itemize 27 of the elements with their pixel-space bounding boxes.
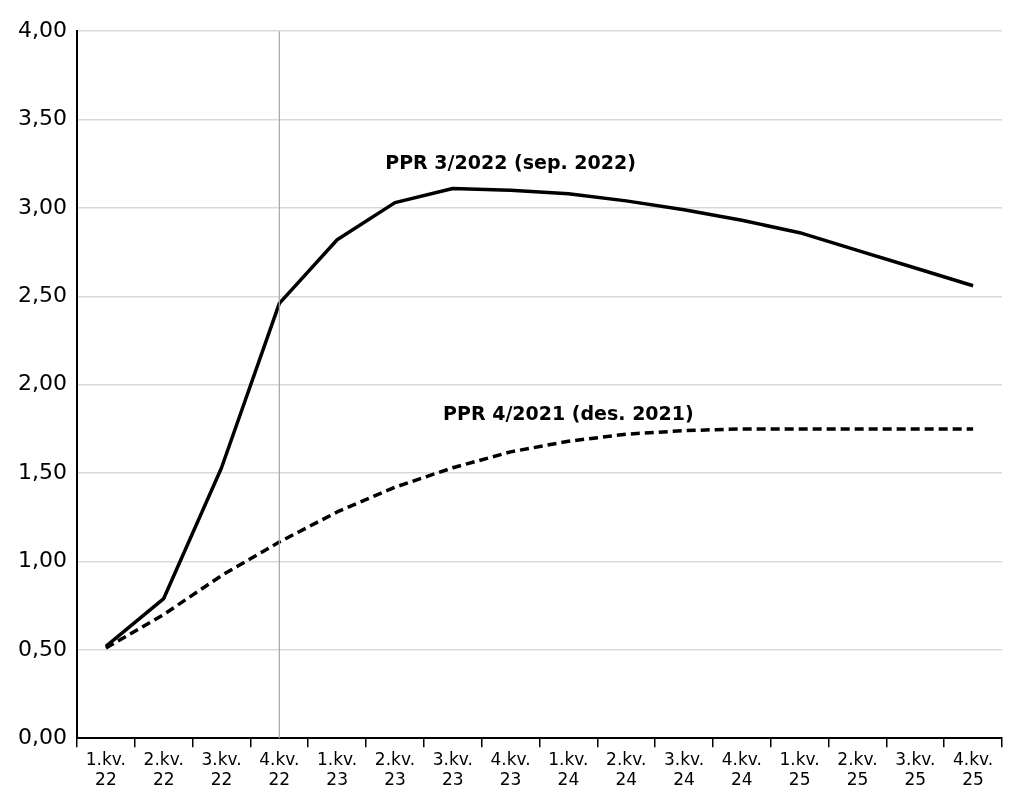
x-tick-label: 3.kv. 25: [895, 748, 936, 790]
x-tick-label: 3.kv. 23: [432, 748, 473, 790]
x-tick-label: 1.kv. 23: [317, 748, 358, 790]
x-tick-label: 4.kv. 23: [490, 748, 531, 790]
y-tick-label: 1,50: [18, 458, 67, 484]
series-label: PPR 3/2022 (sep. 2022): [385, 151, 636, 174]
y-tick-label: 1,00: [18, 547, 67, 573]
x-tick-label: 1.kv. 25: [779, 748, 820, 790]
y-tick-label: 2,00: [18, 370, 67, 396]
x-tick-label: 3.kv. 24: [663, 748, 705, 790]
x-tick-label: 4.kv. 25: [952, 748, 994, 790]
y-tick-label: 3,50: [18, 105, 67, 131]
x-tick-label: 3.kv. 22: [201, 748, 242, 790]
x-tick-label: 4.kv. 24: [721, 748, 762, 790]
x-tick-label: 2.kv. 25: [837, 748, 878, 790]
x-tick-label: 1.kv. 22: [85, 748, 126, 790]
x-tick-label: 4.kv. 22: [259, 748, 300, 790]
y-tick-label: 4,00: [18, 16, 67, 42]
x-tick-label: 1.kv. 24: [548, 748, 589, 790]
series-label: PPR 4/2021 (des. 2021): [443, 402, 694, 425]
x-tick-label: 2.kv. 24: [606, 748, 647, 790]
x-tick-label: 2.kv. 23: [374, 748, 416, 790]
y-tick-label: 0,50: [18, 635, 67, 661]
y-tick-label: 2,50: [18, 282, 67, 308]
y-tick-label: 0,00: [18, 723, 67, 749]
x-tick-label: 2.kv. 22: [143, 748, 184, 790]
y-tick-label: 3,00: [18, 193, 67, 219]
